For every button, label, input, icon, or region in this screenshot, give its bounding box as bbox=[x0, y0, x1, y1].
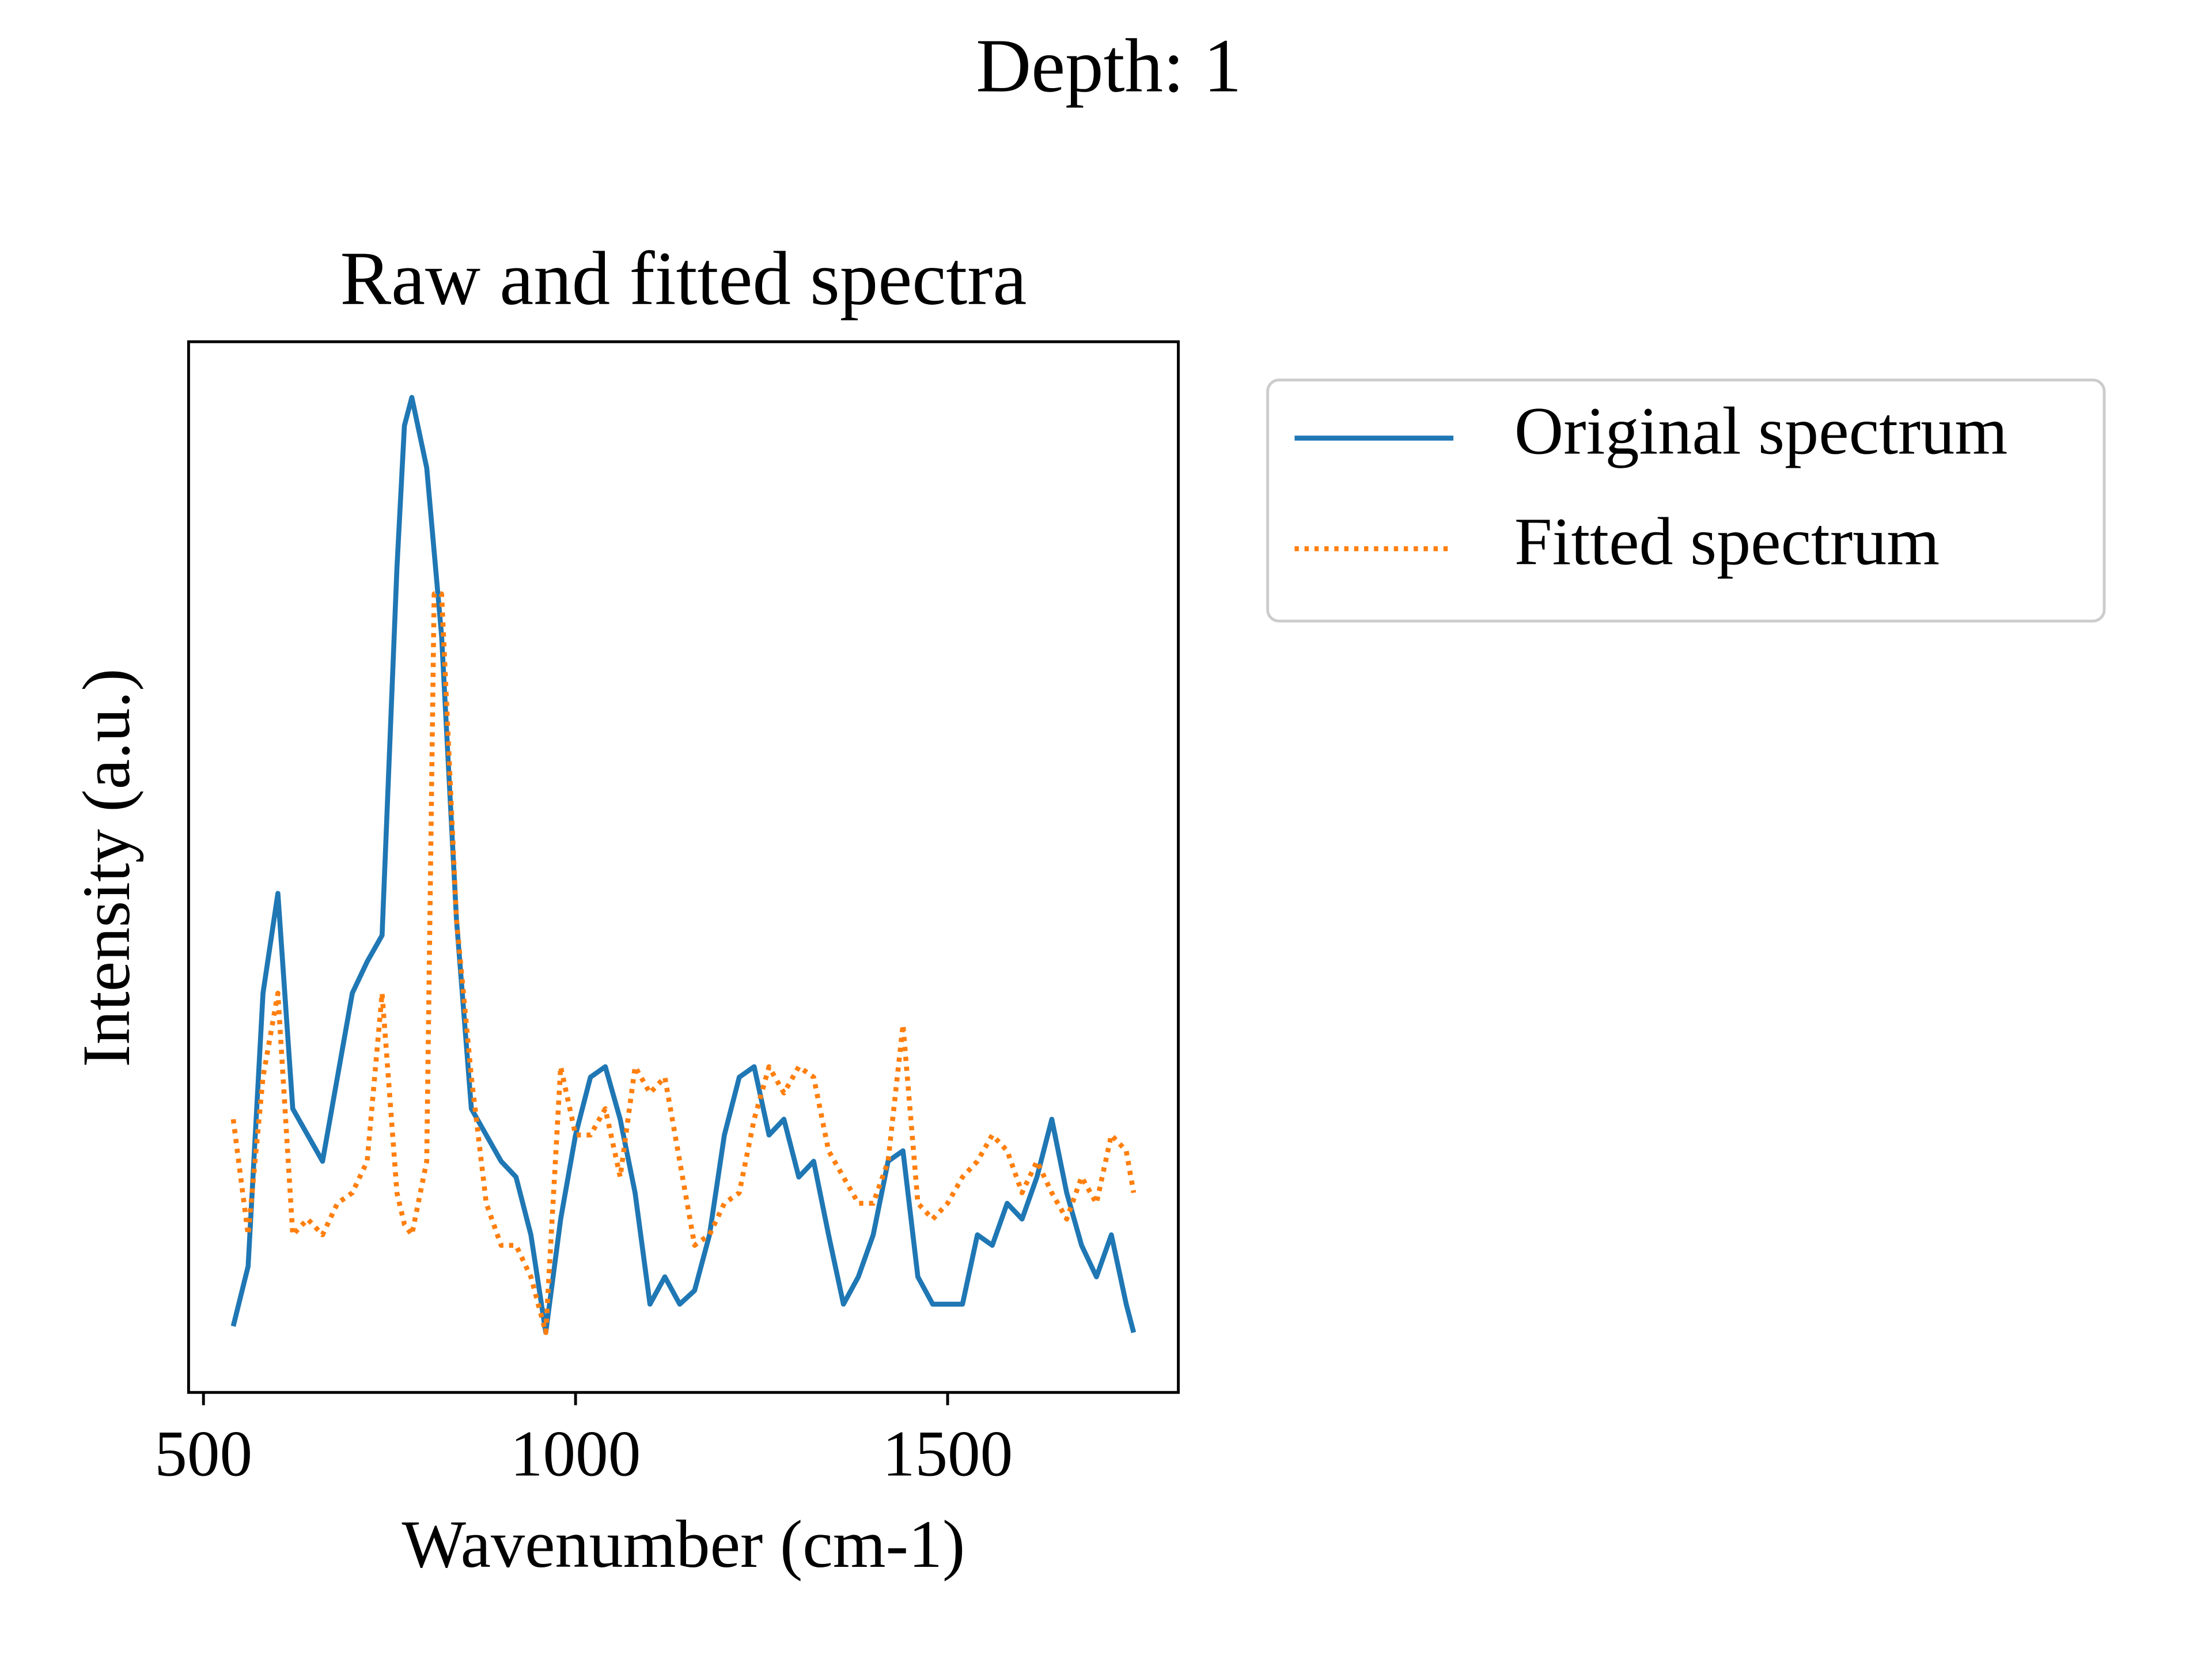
x-tick-label: 1500 bbox=[882, 1418, 1013, 1490]
x-tick-label: 500 bbox=[154, 1418, 252, 1490]
chart-title: Raw and fitted spectra bbox=[340, 236, 1027, 321]
plot-frame bbox=[187, 340, 1180, 1394]
y-axis-label: Intensity (a.u.) bbox=[69, 668, 144, 1067]
x-axis-label: Wavenumber (cm-1) bbox=[402, 1506, 965, 1582]
legend-label: Fitted spectrum bbox=[1514, 504, 1940, 579]
x-tick-label: 1000 bbox=[510, 1418, 641, 1490]
series-line bbox=[230, 395, 1137, 1335]
legend-label: Original spectrum bbox=[1514, 393, 2008, 469]
figure-title: Depth: 1 bbox=[976, 23, 1241, 108]
legend-box bbox=[1266, 378, 2106, 623]
series-line bbox=[230, 591, 1137, 1335]
